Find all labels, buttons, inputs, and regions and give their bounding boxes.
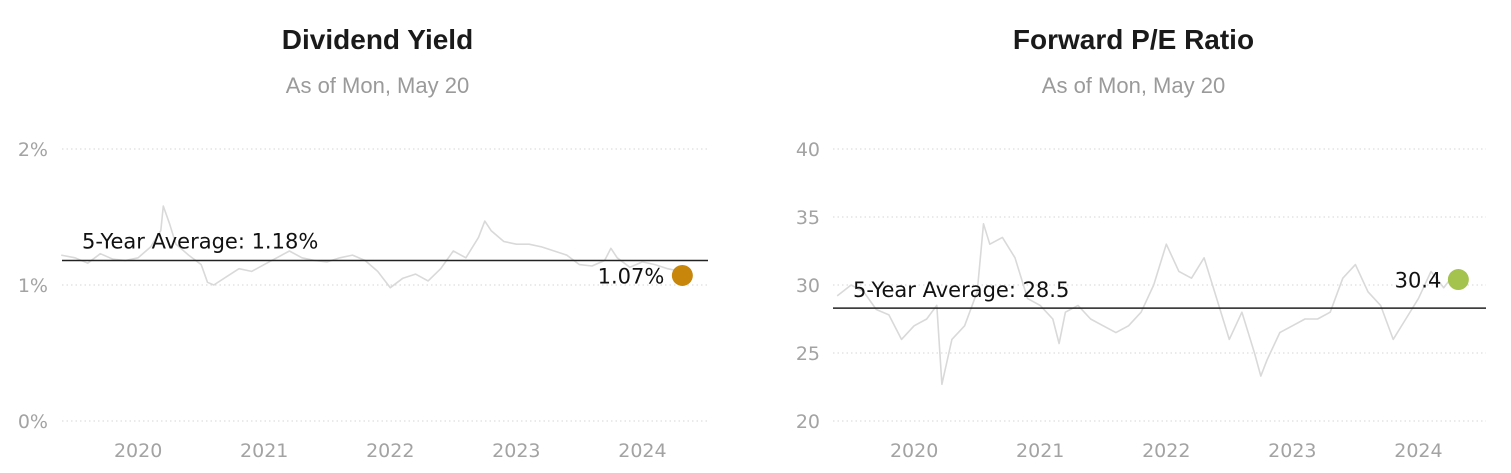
last-point-marker xyxy=(671,264,693,286)
chart-title: Dividend Yield xyxy=(281,24,474,55)
y-tick-label: 35 xyxy=(796,207,820,229)
average-label: 5-Year Average: 28.5 xyxy=(853,278,1069,302)
y-tick-label: 20 xyxy=(796,411,820,433)
x-tick-label: 2020 xyxy=(114,440,162,462)
x-tick-label: 2023 xyxy=(492,440,540,462)
x-tick-label: 2022 xyxy=(366,440,414,462)
x-tick-label: 2023 xyxy=(1268,440,1316,462)
x-tick-label: 2021 xyxy=(1016,440,1064,462)
forward-pe-plot: 20 25 30 35 40 2020 2021 2022 2023 2024 5-Year Ave… xyxy=(796,139,1486,462)
x-tick-label: 2022 xyxy=(1142,440,1190,462)
chart-subtitle: As of Mon, May 20 xyxy=(285,73,470,98)
y-tick-label: 25 xyxy=(796,343,820,365)
y-tick-label: 1% xyxy=(18,275,48,297)
x-tick-label: 2020 xyxy=(890,440,938,462)
y-tick-label: 2% xyxy=(18,139,48,161)
series-line xyxy=(836,223,1467,386)
forward-pe-panel: Forward P/E Ratio As of Mon, May 20 20 25… xyxy=(756,0,1511,473)
x-tick-label: 2021 xyxy=(240,440,288,462)
x-tick-label: 2024 xyxy=(618,440,666,462)
y-tick-label: 0% xyxy=(18,411,48,433)
series-line xyxy=(61,205,691,289)
last-point-label: 1.07% xyxy=(598,264,665,288)
last-point-label: 30.4 xyxy=(1395,269,1442,293)
dividend-yield-panel: Dividend Yield As of Mon, May 20 0% 1% 2% 2… xyxy=(0,0,755,473)
y-tick-label: 30 xyxy=(796,275,820,297)
chart-subtitle: As of Mon, May 20 xyxy=(1041,73,1226,98)
last-point-marker xyxy=(1447,269,1469,291)
dividend-yield-plot: 0% 1% 2% 2020 2021 2022 2023 2024 5-Year Average… xyxy=(18,139,708,462)
y-tick-label: 40 xyxy=(796,139,820,161)
x-tick-label: 2024 xyxy=(1394,440,1442,462)
average-label: 5-Year Average: 1.18% xyxy=(82,230,318,254)
chart-title: Forward P/E Ratio xyxy=(1012,24,1255,55)
